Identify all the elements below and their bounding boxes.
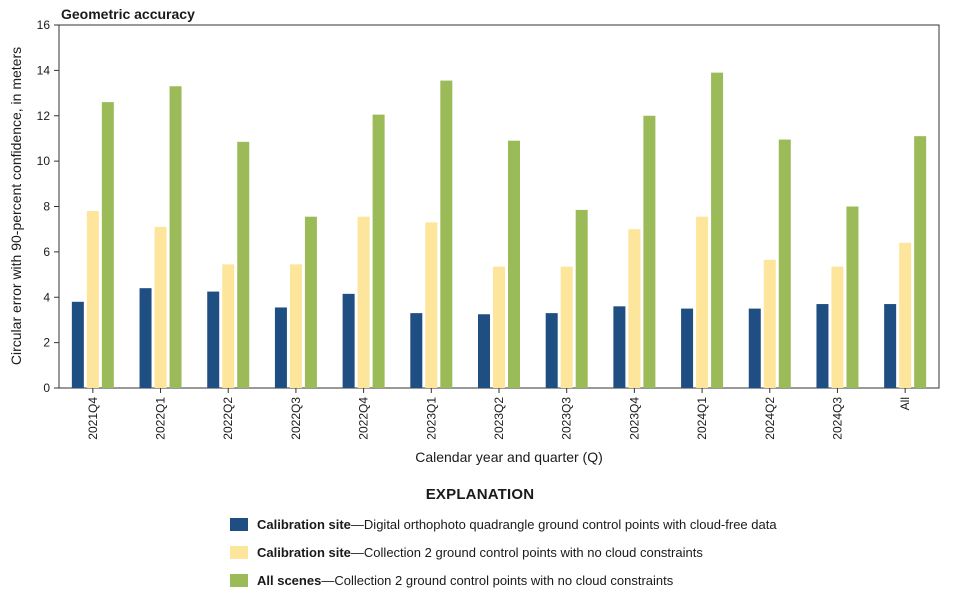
bar-2023q3-series-1 (545, 313, 558, 388)
bar-2022q2-series-3 (237, 141, 250, 388)
bar-2024q2-series-3 (778, 139, 791, 388)
y-axis-ticks: 0 2 4 6 8 10 12 14 16 (37, 18, 59, 395)
legend-item-label: —Digital orthophoto quadrangle ground co… (350, 516, 777, 532)
bar-2022q1-series-1 (139, 288, 152, 388)
bar-2022q2-series-2 (222, 264, 235, 388)
bar-2022q2-series-1 (207, 291, 220, 388)
legend-item-all-scenes: All scenes —Collection 2 ground control … (230, 572, 673, 588)
x-tick-label: All (898, 397, 912, 410)
x-tick-label: 2021Q4 (86, 397, 100, 440)
bar-2024q3-series-3 (846, 206, 859, 388)
bar-all-series-2 (899, 242, 912, 388)
y-tick-label: 10 (37, 154, 51, 168)
bar-2023q4-series-2 (628, 229, 641, 388)
x-axis-ticks: 2021Q4 2022Q1 2022Q2 2022Q3 2022Q4 2023Q1 2023… (86, 388, 912, 440)
bar-all-series-3 (914, 136, 927, 388)
bar-2022q4-series-2 (357, 216, 370, 388)
x-axis-label: Calendar year and quarter (Q) (415, 449, 603, 465)
bar-2021q4-series-1 (71, 301, 84, 388)
y-tick-label: 6 (43, 245, 50, 259)
x-tick-label: 2022Q2 (221, 397, 235, 440)
bar-2024q3-series-2 (831, 266, 844, 388)
y-axis-label: Circular error with 90-percent confidenc… (8, 47, 24, 365)
bar-2023q1-series-1 (410, 313, 423, 388)
bar-2022q4-series-3 (372, 114, 385, 388)
x-tick-label: 2023Q4 (627, 397, 641, 440)
legend-item-label-bold: Calibration site (257, 516, 351, 532)
bar-2023q2-series-2 (493, 266, 505, 388)
bar-2022q3-series-1 (274, 307, 287, 388)
legend-item-calibration-c2: Calibration site —Collection 2 ground co… (230, 544, 703, 560)
y-tick-label: 8 (43, 200, 50, 214)
x-tick-label: 2022Q3 (289, 397, 303, 440)
bar-2021q4-series-2 (86, 211, 99, 388)
y-tick-label: 2 (43, 336, 50, 350)
x-tick-label: 2024Q1 (695, 397, 709, 440)
legend-item-calibration-doq: Calibration site —Digital orthophoto qua… (230, 516, 777, 532)
y-tick-label: 4 (43, 290, 50, 304)
bar-all-series-1 (884, 304, 897, 388)
x-tick-label: 2024Q2 (763, 397, 777, 440)
bar-2023q4-series-1 (613, 306, 626, 388)
bar-2022q1-series-2 (154, 226, 167, 388)
bar-2024q1-series-2 (696, 216, 709, 388)
legend-item-label: —Collection 2 ground control points with… (350, 544, 703, 560)
legend-item-label: —Collection 2 ground control points with… (321, 572, 674, 588)
bar-2024q1-series-1 (681, 308, 694, 388)
bar-2023q1-series-2 (425, 222, 438, 388)
legend-swatch-light-yellow (230, 545, 248, 559)
legend-item-label-bold: All scenes (257, 572, 322, 588)
y-tick-label: 0 (43, 381, 50, 395)
y-tick-label: 14 (37, 63, 51, 77)
x-tick-label: 2024Q3 (830, 397, 844, 440)
bar-2024q2-series-2 (763, 259, 776, 388)
bar-2023q4-series-3 (643, 115, 656, 388)
x-tick-label: 2023Q3 (560, 397, 574, 440)
bar-2023q3-series-3 (575, 209, 588, 388)
legend-swatch-dark-blue (230, 517, 248, 531)
bar-2024q3-series-1 (816, 304, 829, 388)
bar-2023q2-series-1 (478, 314, 490, 388)
chart-title: Geometric accuracy (61, 6, 195, 22)
y-tick-label: 16 (37, 18, 51, 32)
bar-2024q2-series-1 (748, 308, 761, 388)
bar-2022q4-series-1 (342, 293, 355, 388)
bar-2022q1-series-3 (169, 86, 182, 388)
x-tick-label: 2022Q4 (357, 397, 371, 440)
bar-2022q3-series-3 (304, 216, 317, 388)
legend-item-label-bold: Calibration site (257, 544, 351, 560)
legend-title: EXPLANATION (425, 486, 535, 503)
x-tick-label: 2023Q1 (424, 397, 438, 440)
bar-2023q2-series-3 (508, 140, 520, 388)
bars (71, 72, 927, 389)
bar-2023q3-series-2 (560, 266, 573, 388)
bar-2022q3-series-2 (289, 264, 302, 388)
x-tick-label: 2023Q2 (492, 397, 506, 440)
x-tick-label: 2022Q1 (154, 397, 168, 440)
y-tick-label: 12 (37, 109, 51, 123)
bar-2024q1-series-3 (711, 72, 724, 389)
bar-2023q1-series-3 (440, 80, 453, 388)
legend-swatch-green (230, 573, 248, 587)
bar-2021q4-series-3 (101, 102, 114, 388)
